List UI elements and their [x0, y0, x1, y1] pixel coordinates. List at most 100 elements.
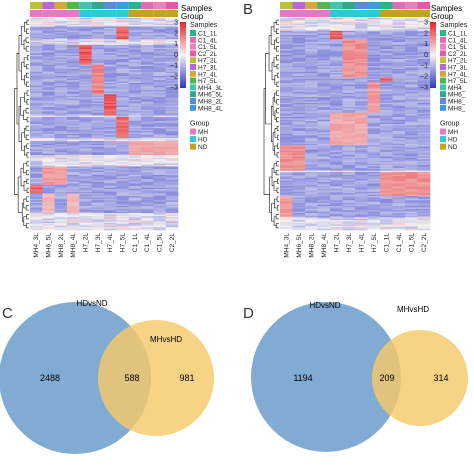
heatmap-cell	[355, 132, 368, 135]
heatmap-cell	[165, 220, 179, 222]
heatmap-cell	[116, 210, 129, 212]
heatmap-cell	[342, 164, 356, 167]
heatmap-cell	[54, 213, 68, 215]
heatmap-cell	[141, 129, 154, 132]
heatmap-cell	[280, 227, 293, 229]
heatmap-cell	[153, 135, 166, 138]
heatmap-cell	[355, 211, 368, 214]
heatmap-cell	[417, 181, 431, 184]
heatmap-cell	[42, 30, 55, 33]
heatmap-cell	[67, 40, 80, 43]
heatmap-cell	[367, 87, 381, 89]
heatmap-cell	[30, 27, 43, 30]
heatmap-cell	[317, 181, 331, 184]
heatmap-cell	[342, 167, 356, 170]
heatmap-cell	[405, 22, 418, 24]
heatmap-cell	[317, 136, 331, 139]
heatmap-cell	[280, 54, 293, 57]
heatmap-cell	[104, 81, 117, 84]
heatmap-cell	[79, 67, 92, 70]
legend-sample-swatch	[190, 70, 196, 77]
heatmap-cell	[116, 43, 129, 46]
heatmap-cell	[30, 213, 43, 215]
heatmap-cell	[292, 67, 306, 70]
heatmap-cell	[30, 22, 43, 24]
heatmap-cell	[367, 115, 381, 118]
heatmap-cell	[292, 20, 306, 23]
heatmap-cell	[79, 30, 92, 33]
heatmap-cell	[104, 140, 117, 143]
heatmap-cell	[342, 33, 356, 36]
heatmap-cell	[54, 224, 68, 227]
heatmap-cell	[405, 74, 418, 77]
heatmap-cell	[42, 189, 55, 191]
heatmap-cell	[42, 115, 55, 118]
heatmap-cell	[165, 49, 179, 51]
heatmap-cell	[280, 94, 293, 97]
heatmap-cell	[330, 207, 343, 210]
heatmap-cell	[380, 80, 393, 82]
heatmap-cell	[292, 148, 306, 150]
heatmap-cell	[116, 129, 129, 132]
heatmap-cell	[292, 53, 306, 56]
heatmap-cell	[330, 97, 343, 99]
venn-count-mhvshd-only: 981	[179, 373, 194, 383]
heatmap-cell	[141, 167, 154, 170]
heatmap-cell	[141, 201, 154, 204]
heatmap-cell	[405, 97, 418, 99]
heatmap-cell	[342, 126, 356, 129]
heatmap-cell	[342, 132, 356, 135]
heatmap-cell	[292, 71, 306, 74]
heatmap-cell	[104, 114, 117, 116]
heatmap-cell	[305, 29, 318, 32]
heatmap-cell	[417, 97, 431, 99]
heatmap-cell	[380, 162, 393, 164]
heatmap-cell	[116, 150, 129, 153]
heatmap-cell	[104, 172, 117, 174]
heatmap-cell	[305, 172, 318, 174]
heatmap-cell	[67, 197, 80, 200]
heatmap-cell	[280, 152, 293, 154]
heatmap-cell	[91, 114, 105, 116]
heatmap-cell	[104, 194, 117, 197]
heatmap-cell	[153, 118, 166, 121]
heatmap-cell	[292, 203, 306, 205]
heatmap-cell	[104, 139, 117, 142]
heatmap-cell	[292, 66, 306, 68]
heatmap-cell	[128, 64, 142, 67]
heatmap-cell	[305, 221, 318, 224]
heatmap-cell	[30, 140, 43, 143]
heatmap-cell	[128, 126, 142, 129]
heatmap-cell	[30, 197, 43, 200]
heatmap-cell	[104, 156, 117, 159]
heatmap-cell	[91, 51, 105, 54]
heatmap-cell	[355, 191, 368, 194]
heatmap-cell	[91, 87, 105, 89]
heatmap-cell	[91, 71, 105, 74]
heatmap-cell	[305, 25, 318, 27]
heatmap-cell	[380, 43, 393, 46]
heatmap-cell	[305, 33, 318, 36]
heatmap-cell	[42, 104, 55, 106]
heatmap-cell	[30, 163, 43, 166]
legend-a: 3210−1−2−3SamplesC1_1LC1_4LC1_5LC2_2LH7_…	[170, 20, 223, 152]
heatmap-cell	[153, 58, 166, 61]
heatmap-cell	[380, 148, 393, 150]
sample-color-track	[30, 2, 178, 9]
heatmap-cell	[292, 153, 306, 156]
heatmap-cell	[54, 193, 68, 195]
heatmap-cell	[317, 142, 331, 145]
heatmap-cell	[305, 214, 318, 217]
heatmap-cell	[42, 71, 55, 74]
heatmap-cell	[165, 194, 179, 197]
heatmap-cell	[30, 222, 43, 225]
heatmap-cell	[305, 191, 318, 194]
heatmap-cell	[405, 153, 418, 156]
heatmap-cell	[42, 179, 55, 181]
heatmap-cell	[165, 203, 179, 205]
heatmap-cell	[79, 104, 92, 106]
heatmap-cell	[104, 225, 117, 228]
heatmap-cell	[405, 121, 418, 123]
heatmap-cell	[280, 193, 293, 195]
heatmap-cell	[317, 140, 331, 143]
